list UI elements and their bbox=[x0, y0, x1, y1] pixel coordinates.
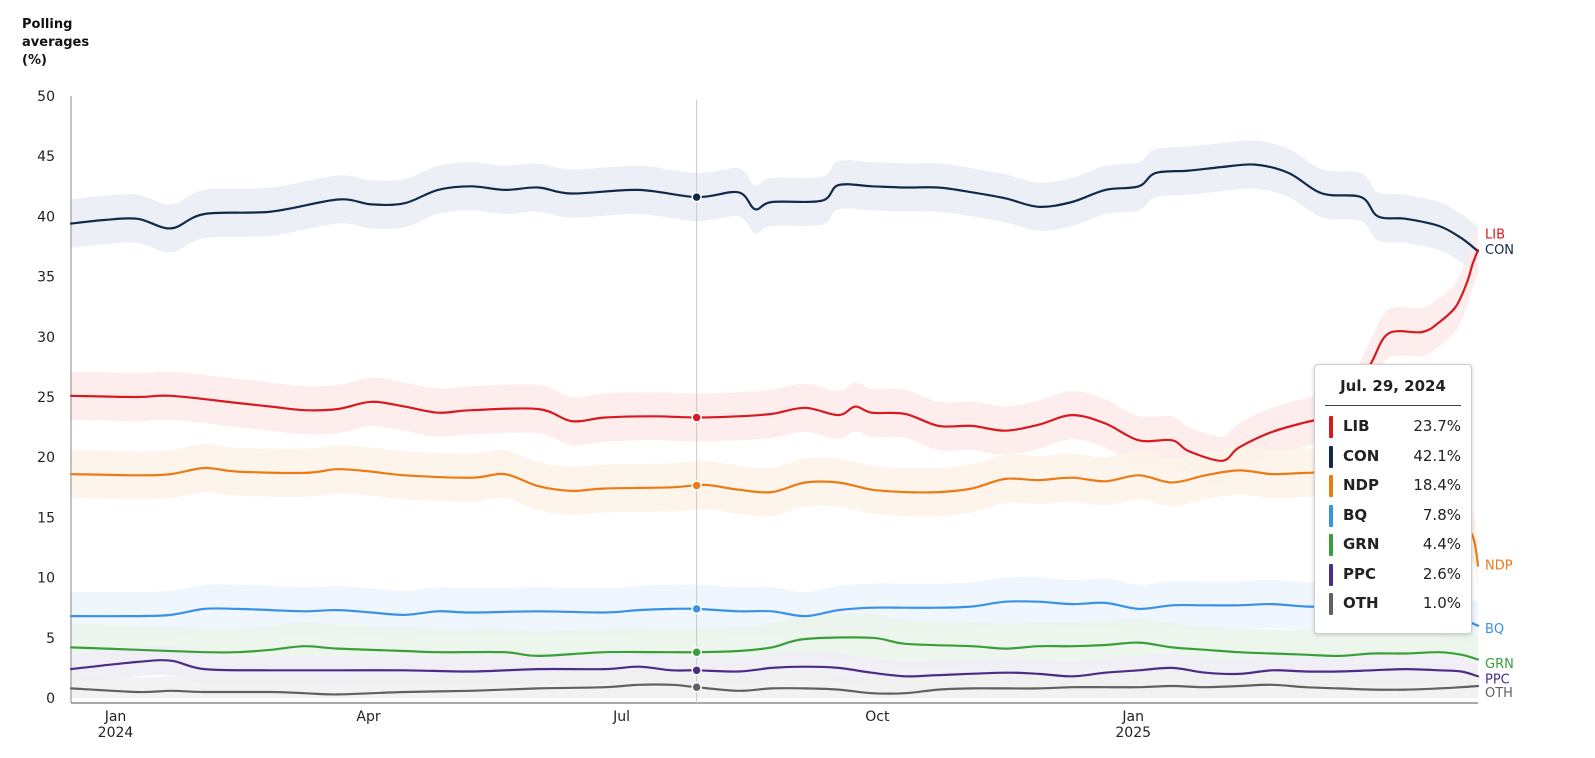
tooltip-party: OTH bbox=[1343, 594, 1379, 612]
tooltip-swatch bbox=[1329, 445, 1333, 468]
tooltip-rows: LIB 23.7% CON 42.1% NDP 18.4% BQ 7.8% GRN 4.4% PPC… bbox=[1315, 412, 1471, 619]
x-tick-label: Apr bbox=[356, 709, 380, 725]
tooltip-date: Jul. 29, 2024 bbox=[1340, 377, 1446, 395]
tooltip-value: 2.6% bbox=[1422, 564, 1461, 583]
line-grn bbox=[69, 636, 1480, 661]
tooltip-party: PPC bbox=[1343, 564, 1376, 583]
hover-point-ppc bbox=[691, 665, 702, 676]
tooltip-party: LIB bbox=[1343, 417, 1370, 435]
x-tick-year-label: 2025 bbox=[1115, 725, 1151, 741]
tooltip-value: 4.4% bbox=[1422, 535, 1461, 553]
y-tick-label: 45 bbox=[37, 149, 55, 165]
y-axis-title-line-3: (%) bbox=[22, 53, 47, 68]
tooltip-swatch bbox=[1329, 593, 1333, 615]
x-tick-year-label: 2024 bbox=[98, 725, 134, 741]
x-tick-label: Jul bbox=[612, 709, 630, 725]
y-tick-label: 35 bbox=[37, 270, 55, 286]
tooltip-row-ndp: NDP 18.4% bbox=[1315, 471, 1471, 501]
line-bq bbox=[69, 600, 1480, 627]
hover-point-con bbox=[691, 191, 702, 203]
hover-tooltip: Jul. 29, 2024 LIB 23.7% CON 42.1% NDP 18.4% BQ… bbox=[1314, 364, 1472, 634]
end-label-oth: OTH bbox=[1485, 686, 1513, 701]
tooltip-swatch bbox=[1329, 534, 1333, 556]
x-tick-label: Jan bbox=[1121, 709, 1144, 725]
end-label-con: CON bbox=[1485, 243, 1514, 258]
y-tick-label: 5 bbox=[46, 631, 55, 647]
end-label-ndp: NDP bbox=[1485, 558, 1513, 573]
x-tick-label: Oct bbox=[865, 709, 890, 725]
band-lib bbox=[71, 226, 1478, 485]
tooltip-value: 18.4% bbox=[1413, 476, 1461, 494]
y-tick-label: 30 bbox=[37, 330, 55, 346]
end-label-bq: BQ bbox=[1485, 622, 1504, 637]
y-axis-title-line-2: averages bbox=[22, 35, 90, 50]
end-label-ppc: PPC bbox=[1485, 673, 1510, 688]
y-tick-label: 40 bbox=[37, 209, 55, 225]
line-oth bbox=[69, 683, 1480, 696]
y-tick-label: 15 bbox=[37, 510, 55, 526]
tooltip-row-con: CON 42.1% bbox=[1315, 442, 1471, 472]
tooltip-divider bbox=[1325, 405, 1461, 406]
tooltip-row-oth: OTH 1.0% bbox=[1315, 589, 1471, 619]
hover-point-ndp bbox=[691, 480, 702, 491]
tooltip-row-ppc: PPC 2.6% bbox=[1315, 560, 1471, 590]
confidence-bands bbox=[71, 140, 1478, 698]
x-tick-label: Jan bbox=[104, 709, 127, 725]
tooltip-party: GRN bbox=[1343, 535, 1380, 553]
tooltip-row-lib: LIB 23.7% bbox=[1315, 412, 1471, 442]
tooltip-swatch bbox=[1329, 504, 1333, 527]
tooltip-party: CON bbox=[1343, 446, 1380, 465]
y-tick-label: 50 bbox=[37, 89, 55, 105]
tooltip-swatch bbox=[1329, 563, 1333, 586]
hover-point-bq bbox=[691, 603, 702, 615]
tooltip-value: 7.8% bbox=[1422, 505, 1461, 524]
y-tick-label: 10 bbox=[37, 571, 55, 587]
hover-points bbox=[691, 191, 702, 693]
line-ndp bbox=[69, 466, 1480, 567]
tooltip-value: 1.0% bbox=[1422, 594, 1461, 612]
tooltip-value: 42.1% bbox=[1413, 446, 1461, 465]
hover-point-lib bbox=[691, 412, 702, 423]
band-ndp bbox=[71, 443, 1478, 590]
tooltip-party: BQ bbox=[1343, 505, 1368, 524]
hover-point-grn bbox=[691, 646, 702, 658]
y-tick-label: 0 bbox=[46, 691, 55, 707]
tooltip-swatch bbox=[1329, 416, 1333, 438]
y-axis-title-line-1: Polling bbox=[22, 17, 73, 32]
tooltip-row-grn: GRN 4.4% bbox=[1315, 530, 1471, 560]
series-lines bbox=[69, 163, 1480, 696]
end-label-grn: GRN bbox=[1485, 657, 1514, 672]
band-con bbox=[71, 140, 1478, 276]
y-tick-label: 20 bbox=[37, 450, 55, 466]
tooltip-row-bq: BQ 7.8% bbox=[1315, 501, 1471, 531]
hover-point-oth bbox=[691, 681, 702, 693]
y-axis-title: Polling averages (%) bbox=[22, 16, 112, 70]
line-con bbox=[69, 163, 1480, 253]
tooltip-value: 23.7% bbox=[1413, 417, 1461, 435]
tooltip-party: NDP bbox=[1343, 476, 1379, 494]
tooltip-swatch bbox=[1329, 475, 1333, 497]
y-tick-label: 25 bbox=[37, 390, 55, 406]
line-ppc bbox=[69, 659, 1480, 678]
end-label-lib: LIB bbox=[1485, 227, 1505, 242]
